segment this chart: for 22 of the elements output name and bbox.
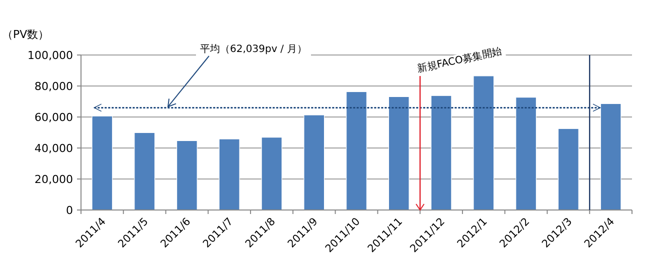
ref-line-label: 新規FACO募集開始 [416, 45, 504, 75]
y-tick-label: 100,000 [28, 49, 73, 62]
bar [304, 114, 325, 210]
bar [600, 103, 622, 210]
bar [218, 138, 240, 210]
y-tick-label: 40,000 [34, 142, 73, 155]
y-tick-label: 20,000 [34, 173, 73, 186]
bar [516, 97, 537, 210]
y-axis-title: （PV数） [2, 28, 50, 41]
bar [473, 76, 494, 210]
bar [261, 137, 282, 210]
bar [346, 91, 367, 210]
bar [92, 116, 113, 210]
y-tick-label: 60,000 [34, 111, 73, 124]
ref-line-label: 平均（62,039pv / 月） [200, 43, 307, 55]
bar [388, 96, 410, 210]
y-tick-label: 80,000 [34, 80, 73, 93]
bar [430, 95, 452, 210]
y-tick-label: 0 [66, 204, 73, 217]
bar [558, 128, 579, 210]
bar [176, 140, 198, 210]
bar [134, 132, 156, 210]
